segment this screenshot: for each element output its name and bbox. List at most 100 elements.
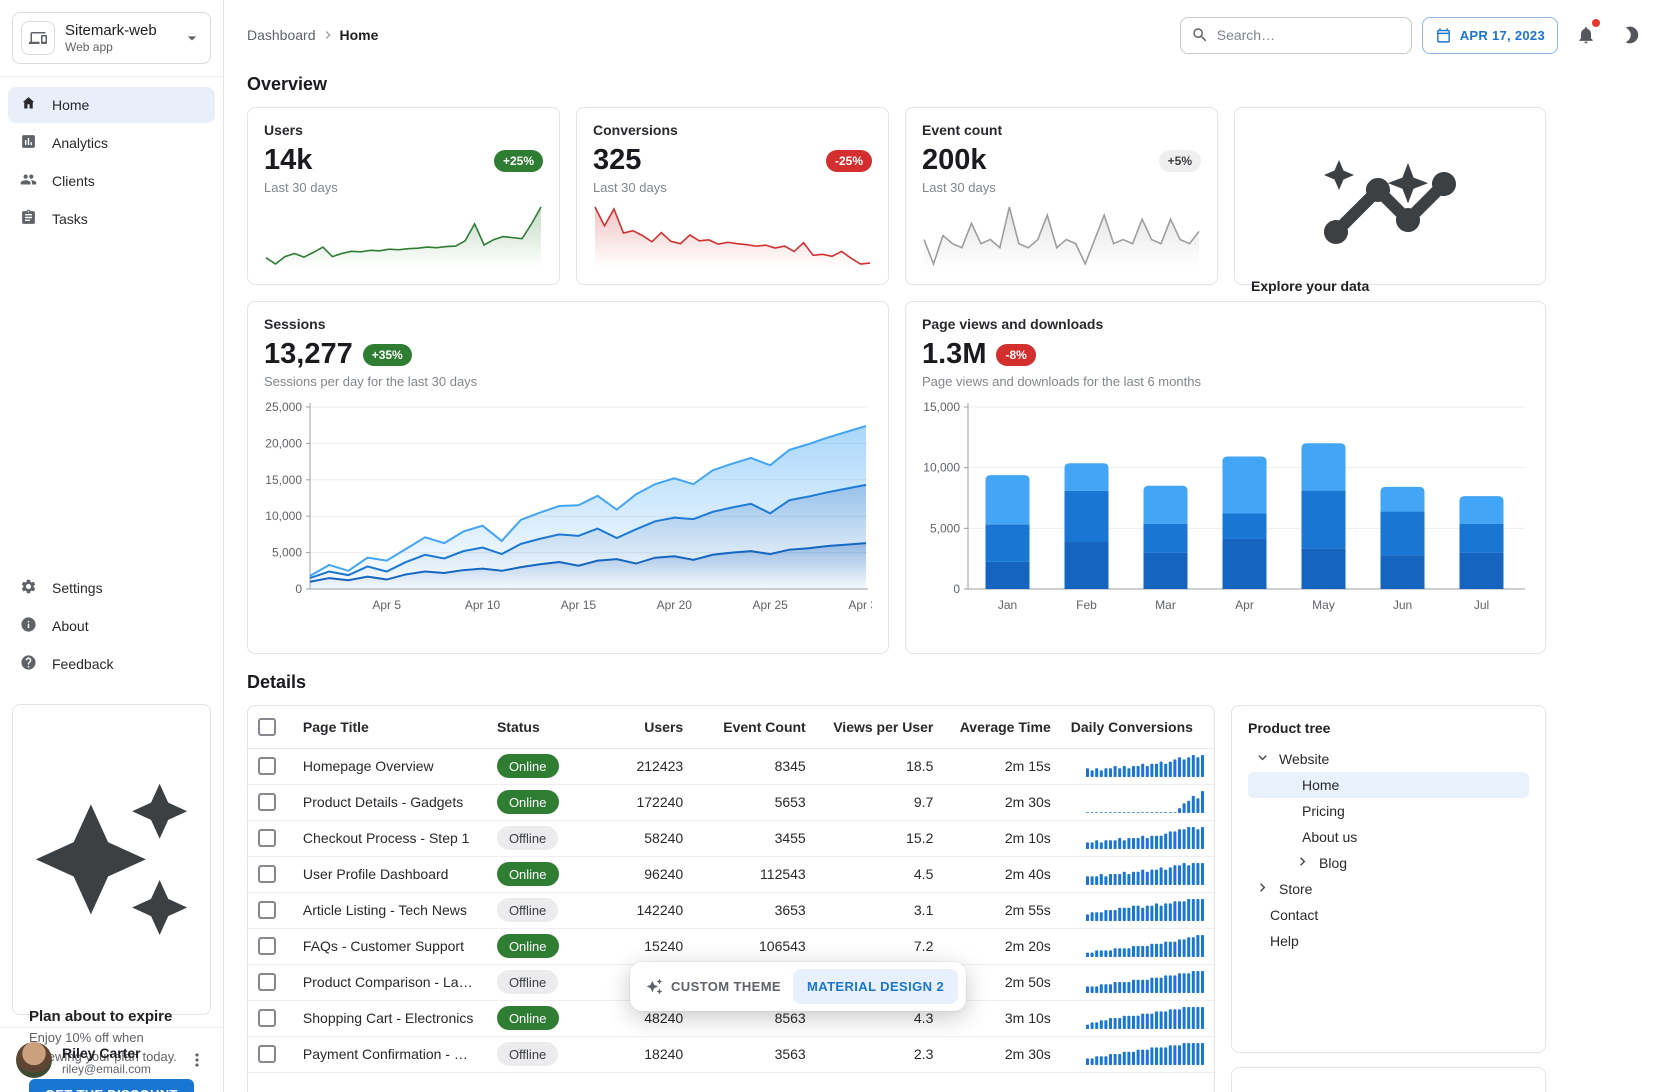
row-checkbox[interactable] (258, 793, 276, 812)
trend-chip: -8% (996, 343, 1036, 366)
tree-item-label: Pricing (1302, 803, 1345, 819)
next-card-partial (1231, 1067, 1546, 1092)
tree-item[interactable]: About us (1248, 824, 1529, 850)
cell-page-title: Payment Confirmation - Orders (292, 1036, 487, 1073)
conversions-sparkline (593, 199, 872, 270)
sidebar-nav-item[interactable]: Tasks (8, 201, 215, 237)
sidebar-nav-item[interactable]: Analytics (8, 125, 215, 161)
stat-card-conversions[interactable]: Conversions 325 -25% Last 30 days (576, 107, 889, 285)
cell-event-count: 5653 (693, 784, 816, 821)
tree-item[interactable]: Help (1248, 928, 1529, 954)
stat-card-event-count[interactable]: Event count 200k +5% Last 30 days (905, 107, 1218, 285)
table-row[interactable]: FAQs - Customer Support Online 15240 106… (248, 928, 1214, 965)
get-discount-button[interactable]: GET THE DISCOUNT (29, 1078, 194, 1092)
notifications-button[interactable] (1568, 17, 1604, 53)
stat-title: Conversions (593, 122, 678, 138)
column-header-daily-conversions[interactable]: Daily Conversions (1060, 706, 1214, 749)
top-bar: Dashboard Home APR 17, 2023 (247, 14, 1650, 56)
table-row[interactable]: Checkout Process - Step 1 Offline 58240 … (248, 820, 1214, 857)
sidebar-nav: Home Analytics Clients Tasks (0, 77, 223, 249)
workspace-name: Sitemark-web (65, 22, 157, 39)
sidebar-nav-item[interactable]: Settings (8, 570, 215, 606)
cell-views-per-user: 15.2 (815, 820, 944, 857)
tree-item[interactable]: Blog (1248, 850, 1529, 876)
date-picker-button[interactable]: APR 17, 2023 (1421, 16, 1558, 54)
tree-item-icon (1254, 879, 1271, 899)
pageviews-chart-card: Page views and downloads 1.3M -8% Page v… (905, 301, 1546, 654)
row-checkbox[interactable] (258, 757, 276, 776)
tree-item[interactable]: Pricing (1248, 798, 1529, 824)
select-all-checkbox[interactable] (258, 717, 276, 736)
sidebar-nav-item[interactable]: About (8, 608, 215, 644)
divider (0, 76, 223, 77)
cell-event-count: 8345 (693, 748, 816, 785)
dark-mode-toggle[interactable] (1614, 17, 1650, 53)
chart-value: 13,277 (264, 338, 353, 370)
sidebar-nav-item[interactable]: Home (8, 87, 215, 123)
row-checkbox[interactable] (258, 865, 276, 884)
custom-theme-label: CUSTOM THEME (671, 979, 782, 994)
workspace-type: Web app (65, 40, 113, 54)
column-header-users[interactable]: Users (580, 706, 694, 749)
sidebar: Sitemark-web Web app Home Analytics Clie… (0, 0, 224, 1092)
row-checkbox[interactable] (258, 937, 276, 956)
cell-page-title: FAQs - Customer Support (292, 928, 487, 965)
svg-text:15,000: 15,000 (923, 400, 960, 414)
row-checkbox[interactable] (258, 901, 276, 920)
row-checkbox[interactable] (258, 973, 276, 992)
details-right-column: Product tree Website Home (1231, 705, 1546, 1092)
column-header-event-count[interactable]: Event Count (693, 706, 816, 749)
devices-icon (21, 21, 55, 55)
nav-label: Feedback (52, 656, 114, 673)
svg-text:Jun: Jun (1393, 598, 1412, 612)
tree-item[interactable]: Contact (1248, 902, 1529, 928)
column-header-page-title[interactable]: Page Title (292, 706, 487, 749)
search-input[interactable] (1216, 27, 1401, 43)
table-row[interactable]: Payment Confirmation - Orders Offline 18… (248, 1036, 1214, 1073)
status-badge: Online (496, 790, 559, 814)
breadcrumb-dashboard[interactable]: Dashboard (247, 27, 316, 43)
tree-item[interactable]: Store (1248, 876, 1529, 902)
more-vert-icon[interactable] (187, 1050, 207, 1070)
tree-item[interactable]: Home (1248, 772, 1529, 798)
daily-conversions-sparkline (1076, 933, 1204, 959)
insights-icon (1251, 124, 1529, 268)
stat-caption: Last 30 days (264, 180, 338, 195)
column-header-average-time[interactable]: Average Time (943, 706, 1061, 749)
tree-item[interactable]: Website (1248, 746, 1529, 772)
custom-theme-option[interactable]: CUSTOM THEME (646, 978, 781, 995)
column-header-views-per-user[interactable]: Views per User (815, 706, 944, 749)
tree-item-label: Home (1302, 777, 1340, 793)
table-row[interactable]: User Profile Dashboard Online 96240 1125… (248, 856, 1214, 893)
chart-caption: Sessions per day for the last 30 days (264, 374, 478, 389)
svg-text:Apr 30: Apr 30 (848, 598, 872, 612)
stat-card-users[interactable]: Users 14k +25% Last 30 days (247, 107, 560, 285)
trend-chip: -25% (825, 149, 872, 172)
sidebar-nav-item[interactable]: Feedback (8, 646, 215, 682)
workspace-selector[interactable]: Sitemark-web Web app (12, 12, 211, 64)
nav-icon (20, 209, 40, 229)
table-row[interactable]: Article Listing - Tech News Offline 1422… (248, 892, 1214, 929)
sidebar-nav-item[interactable]: Clients (8, 163, 215, 199)
tree-item-icon (1286, 803, 1294, 819)
cell-views-per-user: 2.3 (815, 1036, 944, 1073)
material-design-2-option[interactable]: MATERIAL DESIGN 2 (793, 969, 959, 1004)
trend-chip: +35% (362, 343, 412, 366)
table-row[interactable]: Homepage Overview Online 212423 8345 18.… (248, 748, 1214, 785)
table-row[interactable]: Product Details - Gadgets Online 172240 … (248, 784, 1214, 821)
row-checkbox[interactable] (258, 1045, 276, 1064)
daily-conversions-sparkline (1076, 969, 1204, 995)
nav-icon (20, 578, 40, 598)
column-header-status[interactable]: Status (486, 706, 581, 749)
search-icon (1191, 26, 1209, 44)
svg-text:10,000: 10,000 (923, 461, 960, 475)
status-badge: Offline (496, 898, 559, 922)
daily-conversions-sparkline (1076, 897, 1204, 923)
search-box[interactable] (1179, 16, 1412, 54)
cell-views-per-user: 4.5 (815, 856, 944, 893)
chevron-right-icon (320, 27, 336, 43)
row-checkbox[interactable] (258, 1009, 276, 1028)
status-badge: Offline (496, 970, 559, 994)
svg-text:May: May (1312, 598, 1335, 612)
row-checkbox[interactable] (258, 829, 276, 848)
